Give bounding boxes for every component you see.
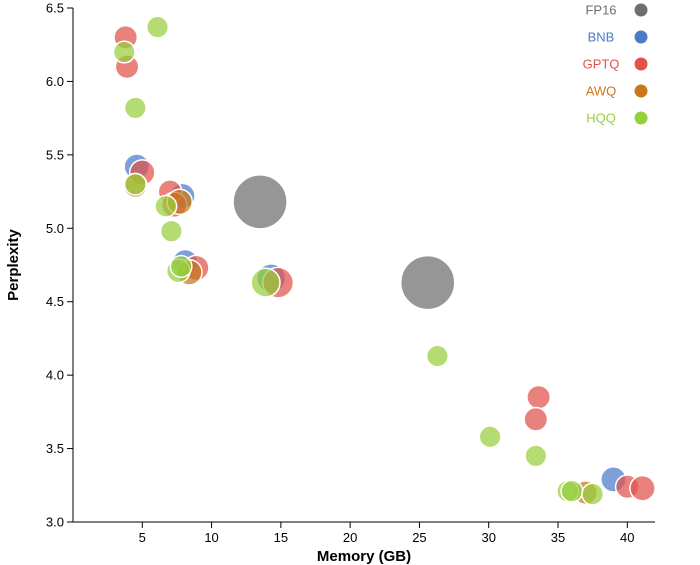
data-point[interactable] [159, 219, 183, 243]
data-point[interactable] [526, 384, 552, 410]
y-axis-ticks: 3.0 3.5 4.0 4.5 5.0 5.5 6.0 6.5 [46, 1, 73, 530]
data-point[interactable] [629, 474, 656, 502]
y-tick-label: 4.0 [46, 368, 64, 383]
data-point[interactable] [112, 40, 136, 64]
legend-label: HQQ [586, 111, 616, 126]
legend-swatch [634, 3, 648, 17]
legend-item-bnb[interactable]: BNB [588, 30, 648, 45]
legend-item-awq[interactable]: AWQ [586, 84, 648, 99]
legend-item-gptq[interactable]: GPTQ [583, 57, 648, 72]
data-point[interactable] [145, 15, 170, 39]
legend-label: AWQ [586, 84, 617, 99]
data-point[interactable] [425, 344, 449, 368]
legend-swatch [634, 30, 648, 44]
x-axis-ticks: 5 10 15 20 25 30 35 40 [139, 522, 635, 545]
x-tick-label: 35 [551, 530, 565, 545]
y-tick-label: 3.5 [46, 441, 64, 456]
x-tick-label: 20 [343, 530, 357, 545]
data-point[interactable] [123, 172, 147, 196]
y-tick-label: 3.0 [46, 515, 64, 530]
data-point[interactable] [560, 479, 584, 503]
data-point[interactable] [169, 254, 193, 279]
y-tick-label: 6.0 [46, 74, 64, 89]
legend-swatch [634, 84, 648, 98]
x-tick-label: 10 [204, 530, 218, 545]
data-point[interactable] [250, 267, 281, 298]
data-point[interactable] [232, 174, 288, 230]
data-point[interactable] [123, 96, 147, 120]
data-point[interactable] [581, 482, 605, 506]
series-hqq [112, 15, 605, 506]
x-tick-label: 40 [620, 530, 634, 545]
legend: FP16 BNB GPTQ AWQ HQQ [583, 3, 648, 126]
y-tick-label: 5.0 [46, 221, 64, 236]
x-tick-label: 15 [274, 530, 288, 545]
legend-label: BNB [588, 30, 615, 45]
x-tick-label: 25 [412, 530, 426, 545]
legend-label: FP16 [585, 3, 616, 18]
x-axis-title: Memory (GB) [317, 548, 411, 565]
legend-swatch [634, 57, 648, 71]
series-fp16 [232, 174, 456, 311]
x-tick-label: 30 [481, 530, 495, 545]
x-tick-label: 5 [139, 530, 146, 545]
y-axis-title: Perplexity [5, 228, 22, 300]
y-tick-label: 4.5 [46, 294, 64, 309]
data-point[interactable] [154, 194, 178, 218]
y-tick-label: 6.5 [46, 1, 64, 16]
data-point[interactable] [478, 425, 502, 449]
legend-item-hqq[interactable]: HQQ [586, 111, 648, 126]
legend-swatch [634, 111, 648, 125]
axes-layer: 5 10 15 20 25 30 35 40 3.0 3.5 4.0 4.5 5.0 5.5 6.0 6.5 [46, 1, 655, 545]
points-layer [112, 15, 656, 506]
series-bnb [123, 153, 627, 493]
legend-item-fp16[interactable]: FP16 [585, 3, 648, 18]
data-point[interactable] [524, 444, 548, 468]
legend-label: GPTQ [583, 57, 620, 72]
data-point[interactable] [523, 406, 549, 432]
y-tick-label: 5.5 [46, 147, 64, 162]
data-point[interactable] [399, 254, 456, 311]
